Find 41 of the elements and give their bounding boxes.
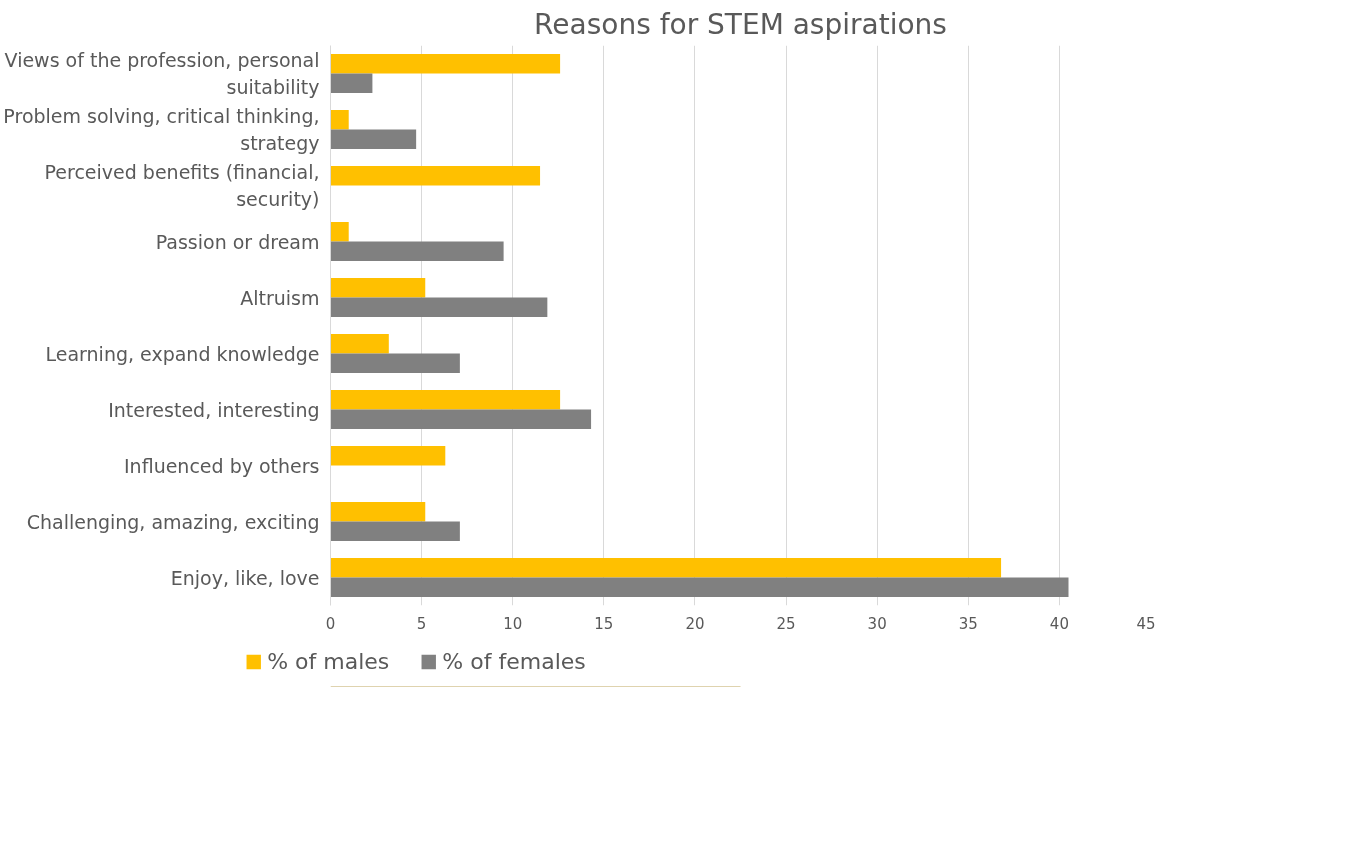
- bar: [330, 73, 373, 94]
- bar: [330, 297, 548, 318]
- x-tick-label: 20: [685, 614, 705, 633]
- y-tick-label: Problem solving, critical thinking, strategy: [3, 105, 320, 154]
- y-tick-label: Passion or dream: [155, 230, 320, 253]
- bar: [330, 221, 349, 242]
- x-tick-label: 25: [776, 614, 796, 633]
- y-tick-label: Interested, interesting: [108, 398, 320, 421]
- legend-label: % of males: [267, 648, 390, 674]
- bar: [330, 129, 417, 150]
- y-tick-label: Influenced by others: [124, 454, 320, 477]
- x-tick-label: 35: [958, 614, 978, 633]
- bar: [330, 521, 460, 542]
- y-tick-label: Perceived benefits (financial, security): [44, 161, 320, 210]
- bar: [330, 333, 389, 354]
- bar: [330, 277, 426, 298]
- x-tick-label: 0: [325, 614, 336, 633]
- chart-title: Reasons for STEM aspirations: [534, 7, 947, 41]
- x-tick-label: 5: [416, 614, 427, 633]
- bar: [330, 389, 561, 410]
- bar: [330, 409, 592, 430]
- legend-label: % of females: [442, 648, 586, 674]
- x-tick-label: 40: [1049, 614, 1069, 633]
- y-tick-label: Enjoy, like, love: [170, 566, 320, 589]
- bar: [330, 241, 504, 262]
- bar: [330, 501, 426, 522]
- bar: [330, 557, 1002, 578]
- y-tick-label: Learning, expand knowledge: [45, 342, 320, 365]
- bar: [330, 445, 446, 466]
- bar: [330, 353, 460, 374]
- y-tick-label: Challenging, amazing, exciting: [26, 510, 320, 533]
- bar: [330, 577, 1069, 598]
- x-tick-label: 45: [1136, 614, 1156, 633]
- x-tick-label: 30: [867, 614, 887, 633]
- bar: [330, 165, 541, 186]
- x-tick-label: 15: [594, 614, 614, 633]
- y-tick-label: Altruism: [240, 286, 320, 309]
- x-tick-label: 10: [503, 614, 523, 633]
- bar: [330, 109, 349, 130]
- y-tick-label: Views of the profession, personal suitability: [4, 49, 320, 98]
- bar: [330, 53, 561, 74]
